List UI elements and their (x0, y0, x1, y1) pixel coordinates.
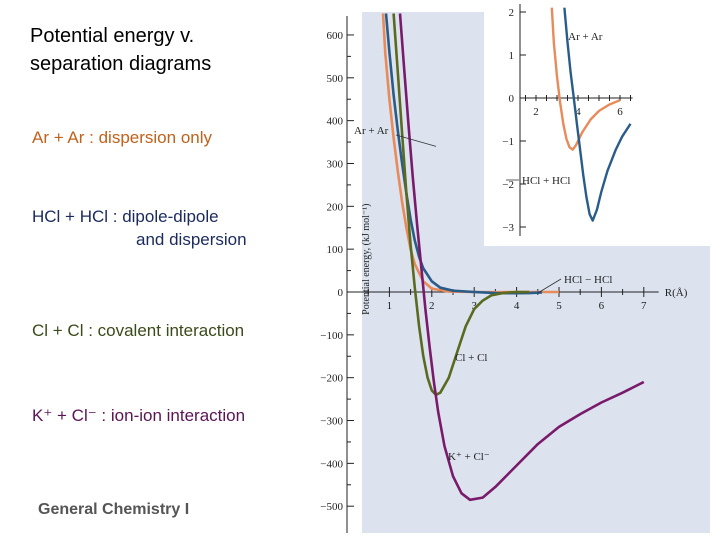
main-y-axis-label: Potential energy, (kJ mol⁻¹) (361, 203, 372, 314)
x-tick-label-4: 5 (556, 300, 562, 312)
y-tick-label-6: 0 (338, 287, 344, 299)
potential-energy-chart: 600 500 400 300 200 100 0 −100 −200 −300 −400 −500 P… (320, 0, 712, 533)
x-tick-label-2: 3 (471, 300, 477, 312)
annotation-leader-hcl-hcl (537, 278, 562, 294)
y-tick-label-1: 500 (327, 73, 344, 85)
y-tick-label-3: 300 (327, 158, 344, 170)
inset-series-group (550, 7, 632, 222)
annotation-leader-ar-ar (395, 134, 437, 147)
annotation-cl-cl: Cl + Cl (455, 352, 488, 364)
inset-series-line-hcl-hcl (563, 7, 632, 222)
inset-annotation-hcl-hcl: HCl + HCl (522, 175, 570, 187)
bullet-ar-ar: Ar + Ar : dispersion only (32, 128, 213, 147)
bullet-hcl-hcl: HCl + HCl : dipole-dipole and dispersion (32, 207, 247, 250)
slide-title: Potential energy v. separation diagrams (30, 22, 211, 78)
x-tick-label-0: 1 (387, 300, 393, 312)
inset-x-tick-label-1: 4 (575, 106, 581, 118)
y-tick-label-11: −500 (320, 501, 343, 513)
inset-y-tick-label-4: −2 (502, 179, 514, 191)
y-tick-label-2: 400 (327, 116, 344, 128)
x-tick-label-3: 4 (514, 300, 520, 312)
bullet-cl-cl: Cl + Cl : covalent interaction (32, 321, 245, 340)
annotation-hcl-hcl: HCl − HCl (564, 274, 612, 286)
y-tick-label-9: −300 (320, 416, 343, 428)
y-tick-label-0: 600 (327, 30, 344, 42)
x-tick-label-1: 2 (429, 300, 435, 312)
x-tick-label-5: 6 (599, 300, 605, 312)
y-tick-label-7: −100 (320, 330, 343, 342)
bullet-hcl-line1: HCl + HCl : dipole-dipole (32, 207, 219, 226)
y-tick-label-10: −400 (320, 458, 343, 470)
slide-title-line1: Potential energy v. (30, 25, 195, 47)
series-line-k-cl (398, 13, 645, 502)
inset-y-tick-label-2: 0 (509, 93, 515, 105)
inset-y-tick-label-3: −1 (502, 136, 514, 148)
bullet-k-cl: K⁺ + Cl⁻ : ion-ion interaction (32, 406, 246, 425)
inset-y-tick-label-5: −3 (502, 222, 514, 234)
footer-course-name: General Chemistry I (38, 501, 190, 518)
main-x-axis-label: R(Å) (665, 287, 688, 299)
y-tick-label-8: −200 (320, 373, 343, 385)
y-tick-label-4: 200 (327, 201, 344, 213)
x-tick-label-6: 7 (641, 300, 647, 312)
y-tick-label-5: 100 (327, 244, 344, 256)
slide-title-line2: separation diagrams (30, 53, 212, 75)
inset-annotation-ar-ar: Ar + Ar (568, 31, 603, 43)
inset-x-tick-label-0: 2 (533, 106, 539, 118)
annotation-k-cl: K⁺ + Cl⁻ (448, 451, 490, 463)
main-series-group (381, 13, 645, 502)
inset-series-line-ar-ar (550, 7, 621, 151)
inset-y-tick-label-1: 1 (509, 50, 515, 62)
annotation-ar-ar: Ar + Ar (354, 125, 389, 137)
inset-y-tick-label-0: 2 (509, 7, 515, 19)
inset-x-tick-label-2: 6 (617, 106, 623, 118)
bullet-hcl-line2: and dispersion (136, 230, 247, 249)
